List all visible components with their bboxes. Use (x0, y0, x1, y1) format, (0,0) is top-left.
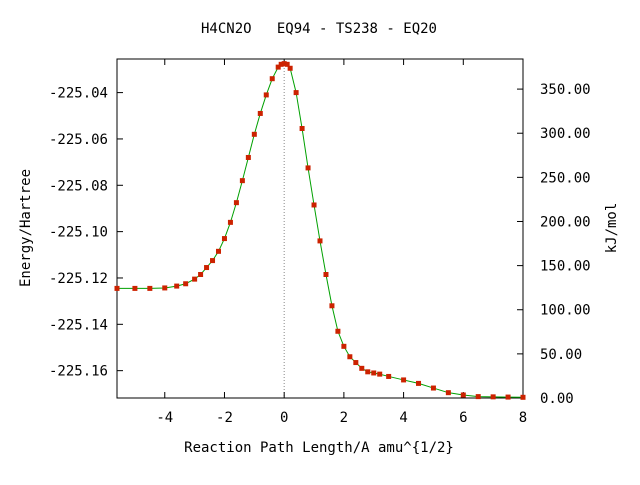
y-axis-ticks: -225.04 -225.06 -225.08 -225.10 -225.12 -225.… (49, 86, 123, 380)
x-tick-label: 8 (519, 410, 527, 426)
x-tick-label: -2 (216, 410, 233, 426)
x-tick-label: 2 (340, 410, 348, 426)
data-point (227, 219, 233, 225)
data-point (445, 390, 451, 396)
y2-tick-label: 50.00 (540, 347, 582, 363)
data-point (365, 369, 371, 375)
x-tick-label: 0 (280, 410, 288, 426)
data-point (269, 76, 275, 82)
x-tick-label: -4 (156, 410, 173, 426)
data-point (239, 178, 245, 184)
y-axis-label: Energy/Hartree (18, 169, 34, 287)
y2-tick-label: 150.00 (540, 259, 591, 275)
data-point (329, 303, 335, 309)
data-point (305, 165, 311, 171)
y2-tick-label: 100.00 (540, 303, 591, 319)
data-point (299, 126, 305, 132)
data-point (359, 365, 365, 371)
data-point (204, 265, 210, 271)
energy-points (114, 61, 526, 400)
y-tick-label: -225.10 (49, 225, 108, 241)
data-point (192, 276, 198, 282)
chart-title: H4CN2O EQ94 - TS238 - EQ20 (201, 21, 437, 37)
y2-tick-label: 300.00 (540, 126, 591, 142)
data-point (401, 377, 407, 383)
data-point (317, 238, 323, 244)
x-axis-label: Reaction Path Length/A amu^{1/2} (184, 440, 454, 456)
data-point (293, 90, 299, 96)
data-point (353, 360, 359, 366)
data-point (114, 285, 120, 291)
x-tick-label: 4 (399, 410, 407, 426)
y-tick-label: -225.04 (49, 86, 108, 102)
x-tick-label: 6 (459, 410, 467, 426)
data-point (216, 248, 221, 254)
data-point (233, 200, 239, 206)
data-point (505, 394, 511, 400)
series-line (117, 63, 524, 398)
y2-tick-label: 0.00 (540, 391, 574, 407)
data-point (132, 285, 138, 291)
data-point (520, 394, 526, 400)
data-point (311, 202, 317, 208)
y2-tick-label: 250.00 (540, 170, 591, 186)
y-tick-label: -225.16 (49, 364, 108, 380)
data-point (245, 154, 251, 160)
data-point (386, 373, 392, 379)
data-point (475, 394, 481, 400)
data-point (323, 272, 329, 277)
y2-tick-label: 350.00 (540, 82, 591, 98)
data-point (263, 92, 269, 98)
data-point (210, 258, 216, 264)
data-point (460, 392, 466, 398)
y2-axis-ticks: 0.00 50.00 100.00 150.00 200.00 250.00 300.00 3… (517, 82, 591, 407)
data-point (251, 131, 257, 137)
y2-axis-label: kJ/mol (604, 203, 620, 254)
data-point (341, 343, 347, 349)
energy-series (117, 63, 524, 398)
data-point (287, 65, 293, 71)
data-point (377, 371, 383, 377)
y-tick-label: -225.12 (49, 271, 108, 287)
y2-tick-label: 200.00 (540, 214, 591, 230)
data-point (198, 272, 204, 277)
x-axis-ticks: -4 -2 0 2 4 6 8 (156, 59, 527, 426)
data-point (335, 328, 341, 334)
data-point (416, 380, 422, 386)
data-point (490, 394, 496, 400)
data-point (347, 354, 353, 360)
data-point (284, 61, 290, 67)
data-point (371, 370, 377, 376)
data-point (257, 110, 263, 116)
data-point (174, 283, 180, 289)
data-point (278, 61, 284, 67)
data-point (275, 64, 281, 70)
data-point (221, 236, 227, 242)
y-tick-label: -225.14 (49, 317, 108, 333)
data-point (281, 61, 287, 67)
data-point (183, 281, 189, 287)
y-tick-label: -225.06 (49, 132, 108, 148)
data-point (147, 285, 153, 291)
y-tick-label: -225.08 (49, 178, 108, 194)
data-point (162, 285, 168, 291)
data-point (430, 385, 436, 391)
plot-frame (116, 58, 524, 399)
